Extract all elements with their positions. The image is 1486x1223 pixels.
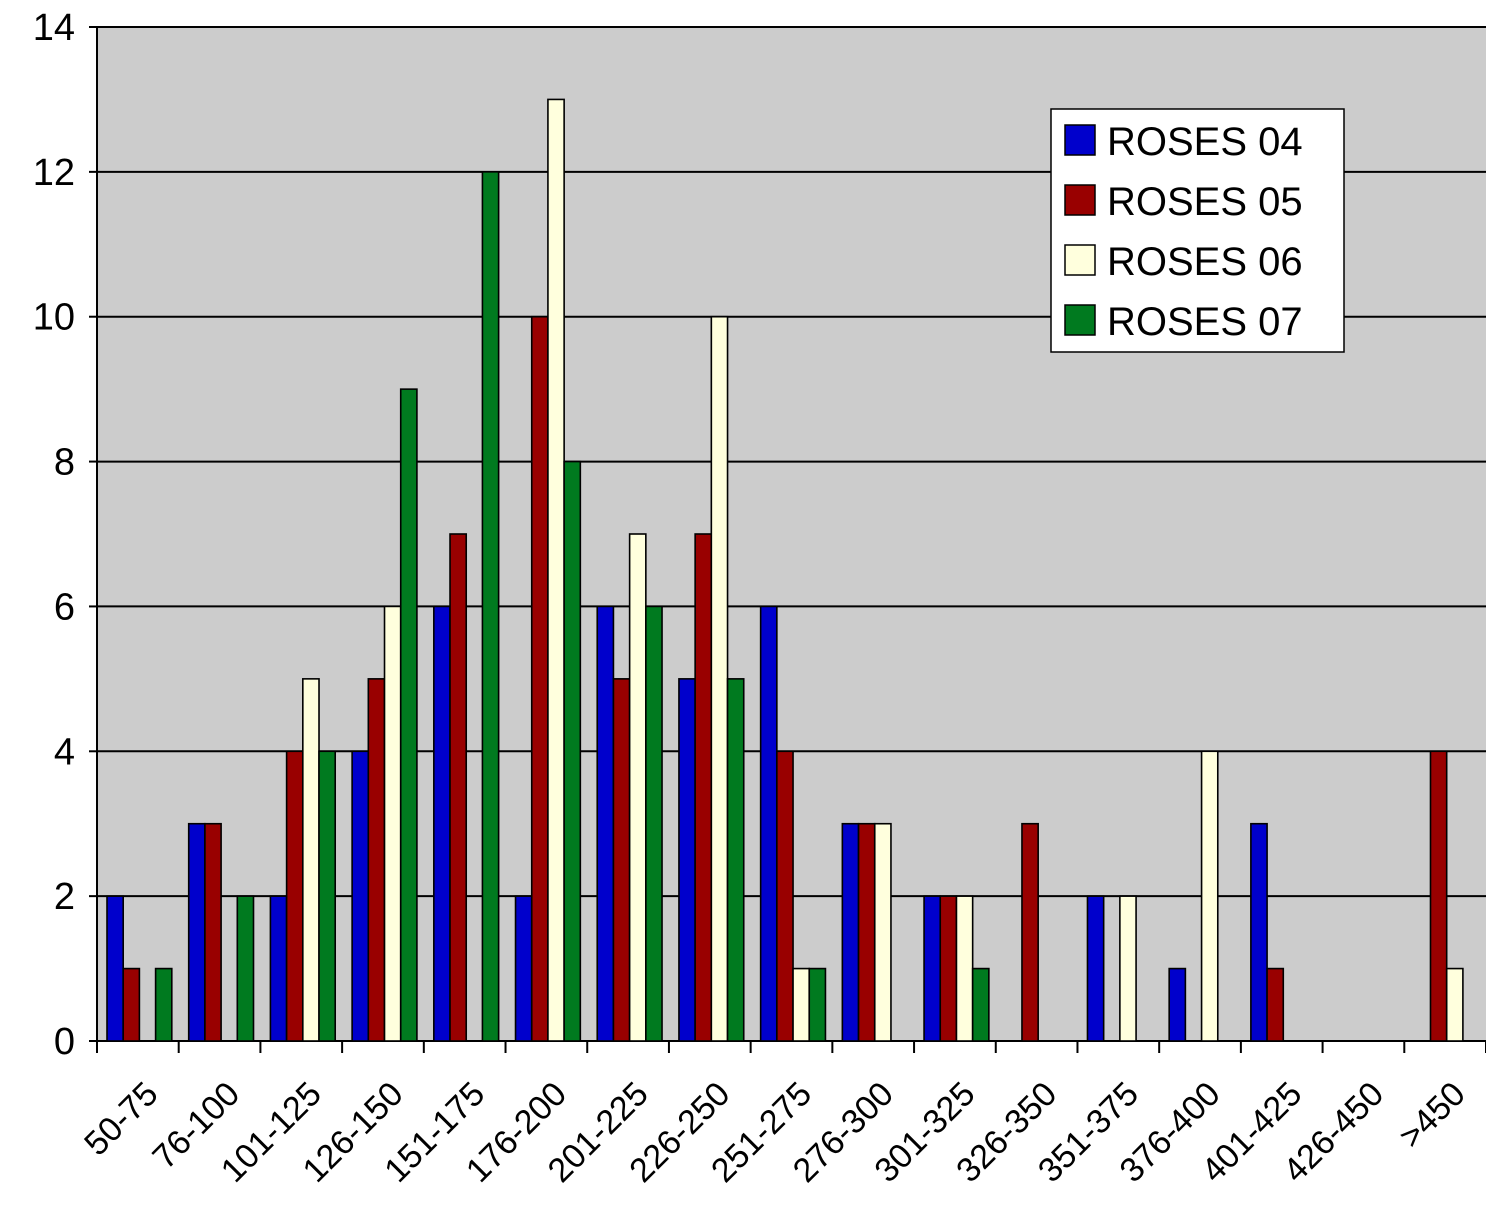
bar-roses-04-5	[514, 895, 533, 1042]
bar-roses-04-14	[1250, 822, 1268, 1042]
legend-label: ROSES 05	[1107, 180, 1303, 224]
legend-label: ROSES 07	[1107, 300, 1303, 344]
bar-roses-05-16	[1429, 750, 1448, 1042]
legend-swatch	[1064, 124, 1096, 156]
bar-roses-05-9	[857, 822, 876, 1042]
bar-roses-07-2	[318, 750, 337, 1042]
legend-box	[1050, 108, 1345, 353]
bar-roses-05-0	[122, 967, 141, 1042]
bar-roses-04-10	[923, 895, 942, 1042]
legend-label: ROSES 04	[1107, 120, 1303, 164]
bar-roses-05-7	[694, 533, 713, 1042]
bar-roses-04-7	[678, 678, 696, 1042]
y-tick-label: 14	[33, 7, 75, 49]
bar-roses-06-8	[792, 967, 811, 1042]
y-tick-label: 4	[54, 731, 75, 773]
legend-swatch	[1064, 304, 1096, 336]
bar-roses-04-4	[433, 605, 451, 1042]
bar-roses-05-10	[939, 895, 958, 1042]
legend: ROSES 04 ROSES 05 ROSES 06 ROSES 07	[1050, 108, 1345, 353]
bar-roses-05-8	[776, 750, 794, 1042]
y-tick-label: 2	[54, 876, 75, 918]
y-tick-label: 8	[54, 442, 75, 484]
bar-roses-06-2	[302, 678, 320, 1042]
bar-roses-05-5	[530, 315, 549, 1042]
bar-roses-05-6	[612, 678, 631, 1042]
y-tick-label: 12	[33, 152, 75, 194]
bar-roses-06-7	[710, 315, 729, 1042]
bar-roses-05-3	[367, 678, 386, 1042]
legend-swatch	[1064, 244, 1096, 276]
bar-roses-04-1	[187, 822, 206, 1042]
bar-roses-04-9	[841, 822, 860, 1042]
bar-roses-06-12	[1119, 895, 1137, 1042]
bar-roses-07-3	[399, 388, 418, 1042]
bar-roses-07-5	[563, 460, 582, 1042]
bar-roses-07-1	[236, 895, 255, 1042]
bar-roses-07-6	[645, 605, 663, 1042]
bar-roses-07-10	[971, 967, 990, 1042]
bar-roses-06-9	[873, 822, 892, 1042]
legend-label: ROSES 06	[1107, 240, 1303, 284]
bar-roses-05-1	[204, 822, 222, 1042]
bar-roses-04-2	[269, 895, 288, 1042]
bar-roses-04-12	[1086, 895, 1105, 1042]
bar-roses-06-3	[383, 605, 402, 1042]
bar-roses-07-0	[154, 967, 173, 1042]
bar-roses-04-0	[106, 895, 125, 1042]
bar-roses-06-16	[1445, 967, 1464, 1042]
bar-roses-05-11	[1021, 822, 1039, 1042]
bar-roses-07-4	[481, 171, 500, 1042]
legend-swatch	[1064, 184, 1096, 216]
y-tick-label: 10	[33, 297, 75, 339]
bar-roses-07-8	[808, 967, 827, 1042]
y-tick-label: 6	[54, 586, 75, 628]
bar-roses-06-5	[547, 98, 565, 1042]
bar-roses-04-13	[1168, 967, 1187, 1042]
bar-roses-06-10	[955, 895, 974, 1042]
bar-roses-05-2	[285, 750, 304, 1042]
bar-roses-04-3	[351, 750, 370, 1042]
bar-roses-04-8	[759, 605, 778, 1042]
bar-roses-04-6	[596, 605, 615, 1042]
x-tick-label: >450	[1392, 1075, 1473, 1156]
bar-roses-05-14	[1266, 967, 1285, 1042]
bar-roses-05-4	[449, 533, 468, 1042]
y-tick-label: 0	[54, 1021, 75, 1063]
bar-roses-07-7	[726, 678, 745, 1042]
bar-roses-06-13	[1200, 750, 1219, 1042]
bar-roses-06-6	[628, 533, 647, 1042]
